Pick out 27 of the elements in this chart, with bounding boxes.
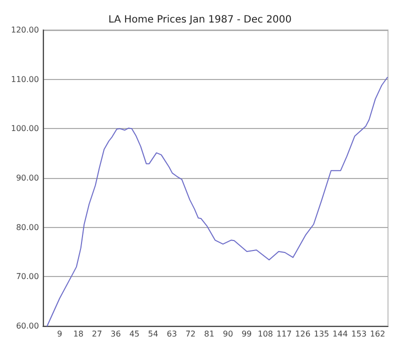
x-tick-label: 162	[370, 330, 386, 338]
y-tick-label: 80.00	[16, 222, 39, 232]
x-tick-label: 126	[295, 330, 310, 338]
y-tick-label: 90.00	[16, 174, 39, 182]
y-tick-label: 110.00	[10, 74, 39, 84]
x-tick-label: 117	[276, 330, 292, 338]
x-tick-label: 9	[57, 330, 62, 338]
x-tick-label: 135	[314, 330, 330, 338]
x-tick-label: 153	[351, 330, 367, 338]
x-tick-label: 99	[242, 330, 252, 338]
x-tick-label: 63	[166, 330, 177, 338]
x-tick-label: 45	[129, 330, 140, 338]
x-tick-label: 108	[258, 330, 274, 338]
x-tick-label: 54	[148, 330, 158, 338]
y-tick-label: 100.00	[10, 124, 39, 134]
x-tick-label: 72	[185, 330, 196, 338]
y-tick-label: 60.00	[16, 322, 39, 330]
x-tick-label: 144	[332, 330, 348, 338]
x-tick-label: 27	[92, 330, 102, 338]
x-tick-label: 36	[110, 330, 121, 338]
x-tick-label: 18	[73, 330, 84, 338]
x-tick-label: 81	[204, 330, 214, 338]
line-series	[46, 76, 388, 326]
y-tick-label: 70.00	[16, 272, 39, 282]
x-tick-label: 90	[222, 330, 234, 338]
y-tick-label: 120.00	[10, 26, 39, 34]
chart-title: LA Home Prices Jan 1987 - Dec 2000	[108, 14, 292, 26]
